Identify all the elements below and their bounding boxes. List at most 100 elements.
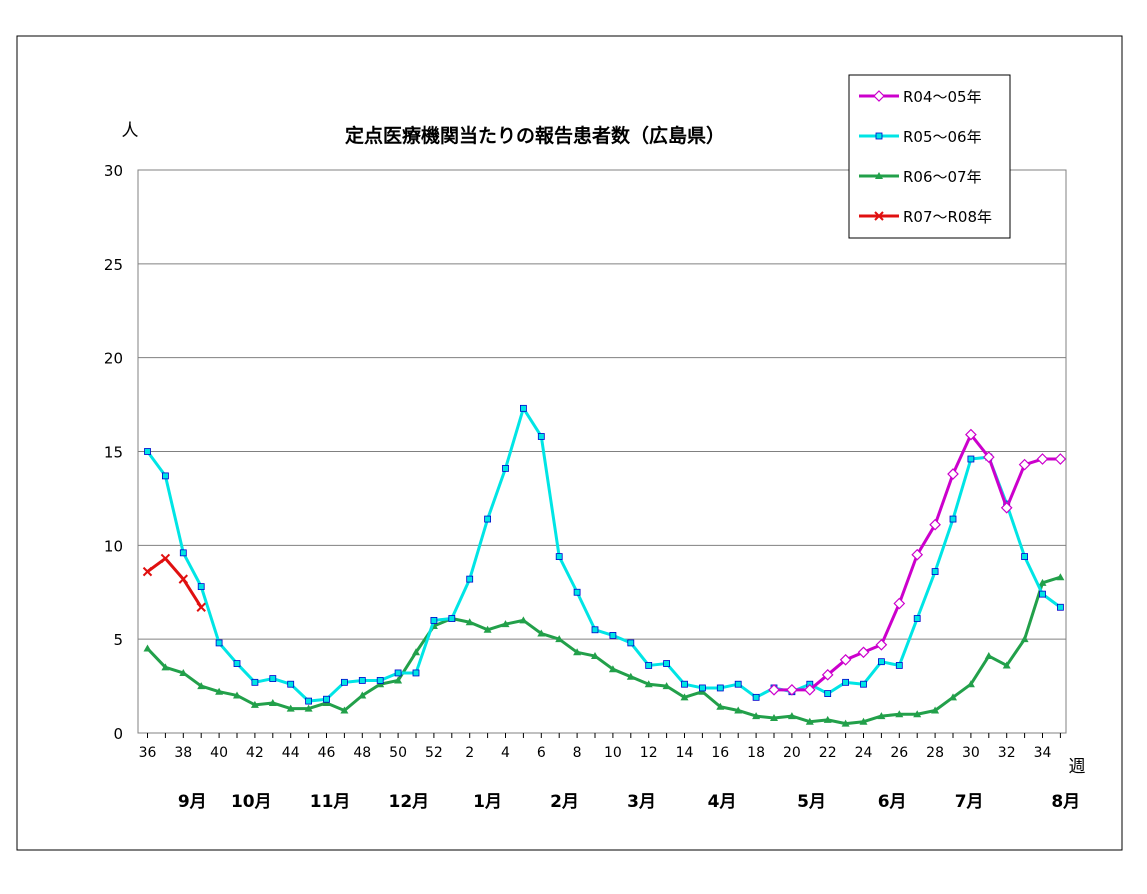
data-point <box>1054 453 1067 465</box>
data-point <box>448 615 456 622</box>
data-point <box>286 704 295 712</box>
data-point <box>484 515 492 523</box>
x-tick-label: 42 <box>246 745 264 761</box>
x-tick-label: 44 <box>282 745 300 761</box>
month-label: 3月 <box>627 792 656 812</box>
data-point <box>842 678 849 686</box>
data-point <box>573 588 581 596</box>
x-tick-label: 36 <box>139 745 157 761</box>
data-point <box>591 626 599 634</box>
data-point <box>323 695 330 703</box>
series-0 <box>768 428 1067 696</box>
data-point <box>967 455 975 463</box>
data-point <box>555 635 564 643</box>
data-point <box>982 451 995 463</box>
y-tick-label: 25 <box>104 256 123 274</box>
data-point <box>197 583 205 591</box>
data-point <box>821 668 834 681</box>
data-point <box>305 697 313 705</box>
data-point <box>947 468 959 480</box>
data-point <box>787 712 796 720</box>
data-point <box>573 648 582 656</box>
legend-entry: R06～07年 <box>859 168 982 186</box>
data-point <box>465 618 474 626</box>
data-point <box>215 687 224 695</box>
data-point <box>179 549 187 557</box>
data-point <box>178 574 189 584</box>
data-point <box>839 653 852 666</box>
data-point <box>931 568 939 576</box>
data-point <box>716 702 725 710</box>
data-point <box>859 717 868 725</box>
data-point <box>875 132 883 140</box>
data-point <box>874 211 884 221</box>
data-point <box>1036 453 1049 465</box>
data-point <box>1002 661 1011 669</box>
data-point <box>197 682 206 690</box>
grid-lines <box>138 263 1066 640</box>
x-tick-label: 30 <box>962 745 980 761</box>
data-point <box>805 717 814 725</box>
series-layer <box>142 404 1067 727</box>
data-point <box>520 404 527 412</box>
data-point <box>268 698 277 706</box>
data-point <box>877 712 886 720</box>
data-point <box>841 719 850 727</box>
x-tick-label: 22 <box>819 745 837 761</box>
data-point <box>966 680 975 688</box>
data-point <box>626 672 635 680</box>
month-label: 4月 <box>708 792 737 812</box>
data-point <box>340 706 349 714</box>
data-point <box>1057 603 1064 611</box>
data-point <box>663 660 670 667</box>
data-point <box>161 472 169 480</box>
month-label: 7月 <box>955 792 984 812</box>
data-point <box>430 617 438 624</box>
data-point <box>878 658 885 666</box>
y-tick-label: 30 <box>104 162 123 180</box>
y-tick-label: 15 <box>104 444 123 462</box>
data-point <box>662 682 671 690</box>
x-tick-label: 34 <box>1034 745 1052 761</box>
legend-entry: R04～05年 <box>859 88 982 106</box>
x-tick-label: 38 <box>174 745 192 761</box>
data-point <box>911 548 924 561</box>
month-label: 5月 <box>797 792 826 812</box>
x-tick-label: 6 <box>537 745 546 761</box>
data-point <box>394 676 403 684</box>
month-label: 12月 <box>389 792 430 812</box>
data-point <box>681 680 688 688</box>
data-point <box>609 632 617 639</box>
x-tick-label: 48 <box>353 745 371 761</box>
data-point <box>160 553 171 564</box>
legend-label: R04～05年 <box>903 88 982 106</box>
legend-entry: R07～R08年 <box>859 208 992 226</box>
legend-label: R05～06年 <box>903 128 982 146</box>
month-label: 8月 <box>1051 792 1080 812</box>
data-point <box>251 678 259 686</box>
data-point <box>734 680 742 688</box>
data-point <box>502 464 509 472</box>
data-point <box>860 680 867 688</box>
y-tick-label: 5 <box>113 631 123 649</box>
series-line <box>146 406 1062 703</box>
month-labels: 9月 10月 11月 12月 1月 2月 3月 4月 5月 6月 7月 8月 <box>178 792 1080 812</box>
data-point <box>895 662 903 669</box>
data-point <box>645 662 653 669</box>
x-tick-label: 26 <box>890 745 908 761</box>
data-point <box>984 652 993 660</box>
data-point <box>358 677 366 684</box>
data-point <box>949 515 957 523</box>
data-point <box>931 706 940 714</box>
data-point <box>608 665 617 673</box>
data-point <box>875 638 888 651</box>
data-point <box>215 639 223 647</box>
x-tick-label: 14 <box>676 745 694 761</box>
data-point <box>627 639 635 647</box>
data-point <box>179 668 188 676</box>
data-point <box>680 693 689 701</box>
data-point <box>965 428 977 441</box>
data-point <box>803 683 816 696</box>
